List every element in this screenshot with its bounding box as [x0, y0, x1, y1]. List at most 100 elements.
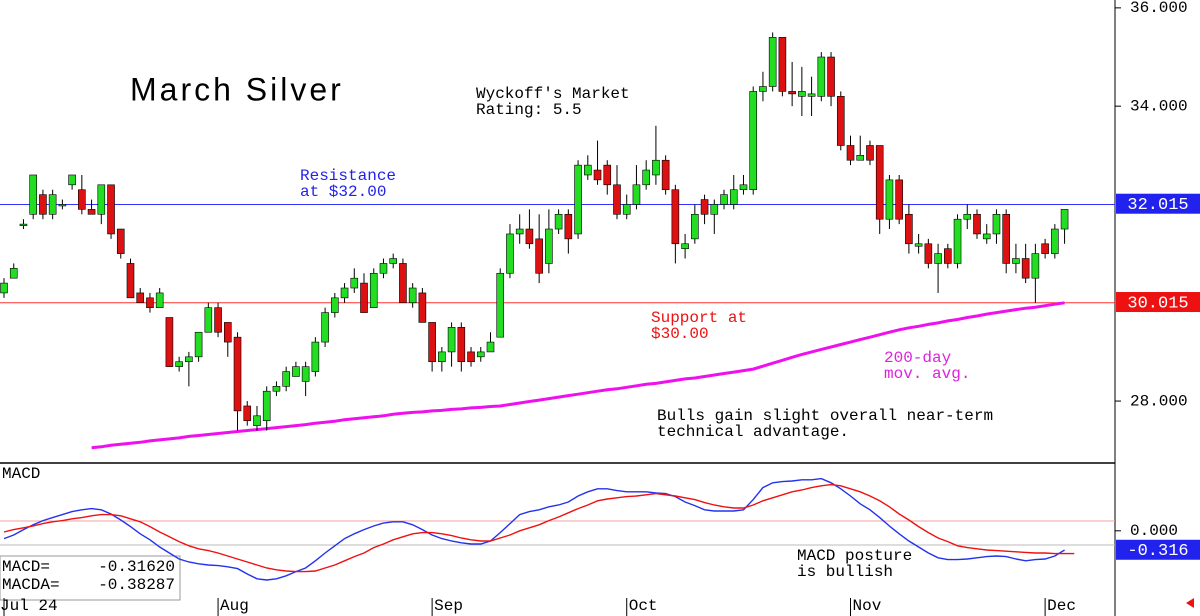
candle-body: [583, 164, 592, 176]
candle-body: [165, 317, 174, 367]
candle-body: [126, 263, 135, 299]
candle-body: [185, 356, 193, 363]
price-label: 32.015: [1127, 196, 1188, 215]
candle-body: [350, 277, 359, 289]
candle-body: [97, 184, 106, 215]
candle-body: [301, 366, 310, 382]
candle-body: [720, 194, 728, 205]
nav-arrow[interactable]: [1186, 598, 1194, 608]
candle-body: [613, 184, 621, 215]
candle-body: [107, 184, 115, 235]
y-tick-label: 28.000: [1130, 392, 1188, 410]
candle-body: [817, 56, 826, 97]
candle-body: [19, 223, 28, 226]
x-tick-label: Dec: [1047, 597, 1076, 615]
candle-body: [1060, 209, 1069, 230]
candle-body: [642, 169, 650, 186]
price-label-box: [1116, 539, 1200, 560]
candle-body: [866, 145, 874, 161]
candle-body: [155, 292, 164, 308]
candle-body: [827, 56, 835, 97]
candle-body: [749, 91, 758, 191]
candle-body: [1031, 253, 1040, 279]
annotation: Support at: [651, 309, 747, 327]
candle-body: [992, 213, 1001, 235]
candle-body: [292, 366, 300, 377]
annotation: $30.00: [651, 325, 709, 343]
candle-body: [836, 96, 845, 146]
candle-body: [963, 213, 972, 220]
y-tick-label: 36.000: [1130, 0, 1188, 17]
candle-body: [525, 228, 534, 245]
candle-body: [476, 351, 485, 358]
candle-body: [9, 268, 18, 279]
candle-body: [856, 155, 865, 161]
y-tick-label: 0.000: [1130, 522, 1178, 540]
candle-body: [710, 204, 719, 215]
candle-body: [467, 351, 475, 363]
candle-body: [661, 159, 670, 191]
candle-body: [496, 272, 505, 338]
candle-body: [340, 287, 349, 299]
candle-body: [924, 243, 933, 264]
candle-body: [379, 263, 388, 274]
candle-body: [671, 189, 680, 245]
candle-body: [457, 327, 466, 363]
candle-body: [331, 297, 339, 313]
price-label: -0.316: [1127, 542, 1188, 561]
candle-body: [788, 91, 796, 95]
macd-line: [3, 477, 1065, 581]
candle-body: [408, 287, 417, 304]
legend-value: -0.38287: [98, 576, 175, 594]
candle-body: [875, 145, 884, 220]
candle-body: [369, 272, 378, 308]
candle-body: [1041, 243, 1049, 254]
candle-body: [447, 327, 456, 353]
candle-body: [632, 184, 641, 205]
candle-body: [311, 341, 320, 372]
x-tick-label: Sep: [434, 597, 463, 615]
candle-body: [399, 263, 407, 304]
annotation: is bullish: [797, 563, 893, 581]
annotation: Wyckoff's Market: [476, 85, 630, 103]
candle-body: [87, 209, 96, 215]
candle-body: [360, 282, 368, 313]
candle-body: [116, 228, 125, 254]
candle-body: [545, 228, 553, 264]
candle-body: [282, 371, 290, 387]
candle-body: [914, 243, 923, 247]
annotation: 200-day: [884, 349, 952, 367]
readout-box: [0, 555, 181, 601]
candle-body: [622, 204, 631, 215]
candle-body: [68, 174, 76, 186]
y-tick-label: 34.000: [1130, 97, 1188, 115]
candle-body: [418, 292, 427, 323]
candle-body: [603, 164, 612, 186]
x-tick-label: Nov: [853, 597, 882, 615]
chart-title: March Silver: [130, 71, 344, 107]
candle-body: [486, 341, 495, 353]
candle-body: [428, 322, 436, 363]
candle-body: [953, 218, 962, 264]
candle-body: [194, 331, 203, 358]
x-tick-label: Jul 24: [0, 597, 58, 615]
candle-body: [778, 37, 787, 92]
candle-body: [146, 297, 154, 308]
annotation: mov. avg.: [884, 365, 970, 383]
macd-line: [3, 483, 1075, 573]
candle-body: [846, 145, 855, 161]
candle-body: [506, 233, 514, 274]
candle-body: [204, 307, 213, 333]
moving-average: [91, 301, 1065, 450]
candle-body: [807, 93, 816, 97]
candle-body: [253, 415, 261, 426]
candle-body: [29, 174, 37, 215]
candle-body: [389, 258, 398, 264]
candle-body: [944, 248, 952, 264]
candle-body: [729, 189, 738, 205]
candle-body: [214, 307, 222, 333]
annotation: MACD posture: [797, 547, 912, 565]
candle-body: [982, 233, 991, 240]
